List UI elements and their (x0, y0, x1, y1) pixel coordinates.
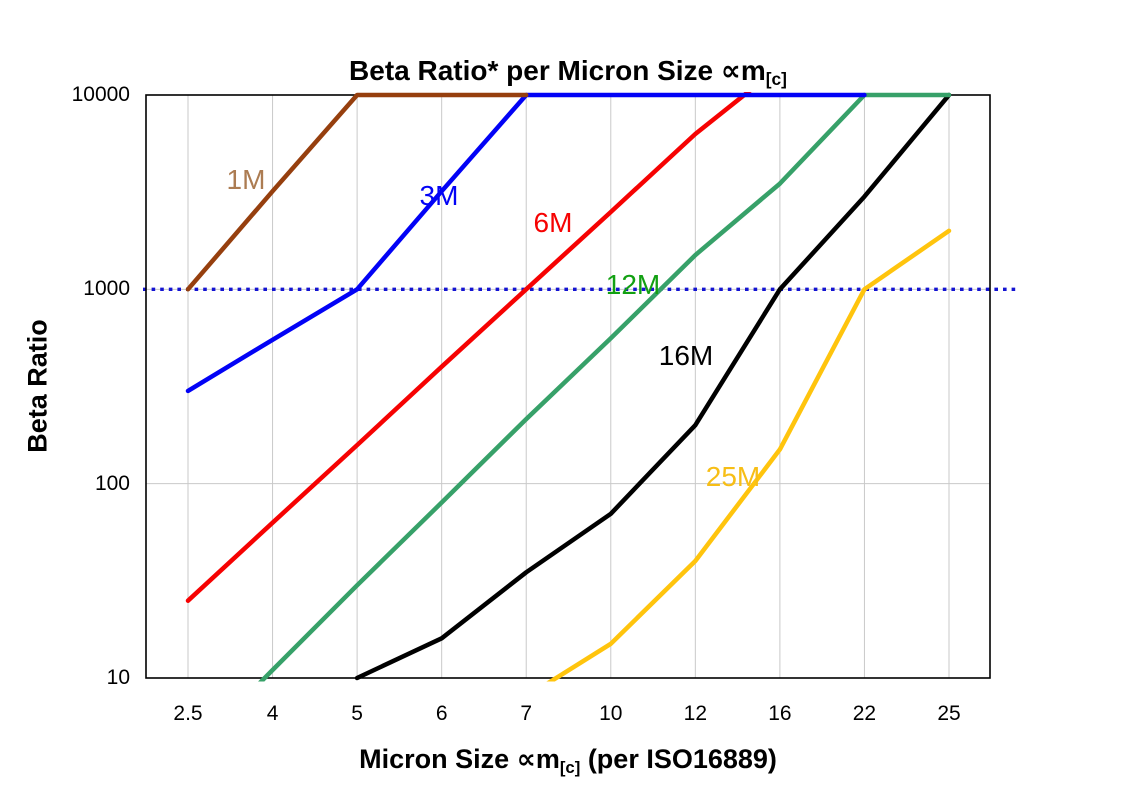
y-tick-label-10000: 10000 (71, 83, 130, 106)
x-axis-title-suffix: (per ISO16889) (580, 744, 777, 774)
x-tick-label-6: 6 (435, 702, 448, 725)
x-tick-label-22: 22 (852, 702, 877, 725)
x-tick-label-7: 7 (520, 702, 533, 725)
x-tick-label-5: 5 (351, 702, 363, 725)
series-label-3M: 3M (419, 180, 459, 211)
y-tick-label-10: 10 (106, 666, 130, 689)
series-line-16M (354, 92, 952, 681)
x-axis-title-subscript: [c] (559, 758, 581, 778)
x-tick-label-10: 10 (599, 702, 623, 725)
series-label-16M: 16M (658, 340, 714, 371)
series-label-25M: 25M (705, 461, 761, 492)
series-label-12M: 12M (605, 269, 661, 300)
chart-title: Beta Ratio* per Micron Size ∝m[c] (146, 54, 990, 90)
x-axis-title-text: Micron Size ∝m (359, 744, 560, 774)
x-axis-title: Micron Size ∝m[c] (per ISO16889) (146, 744, 990, 778)
series-label-6M: 6M (533, 207, 573, 238)
y-axis-title: Beta Ratio (22, 319, 53, 453)
x-tick-label-2.5: 2.5 (173, 702, 203, 725)
x-tick-label-25: 25 (937, 702, 961, 725)
x-tick-label-12: 12 (683, 702, 707, 725)
series-label-1M: 1M (226, 164, 266, 195)
series-line-1M (185, 92, 529, 292)
series-line-6M (185, 92, 752, 603)
chart-title-text: Beta Ratio* per Micron Size ∝m (349, 55, 766, 86)
series-line-12M (258, 92, 952, 682)
x-tick-label-16: 16 (768, 702, 792, 725)
y-tick-label-1000: 1000 (83, 277, 130, 301)
chart-title-subscript: [c] (765, 69, 787, 90)
x-tick-label-4: 4 (266, 702, 279, 725)
y-tick-label-100: 100 (94, 471, 130, 495)
series-line-25M (546, 228, 952, 682)
